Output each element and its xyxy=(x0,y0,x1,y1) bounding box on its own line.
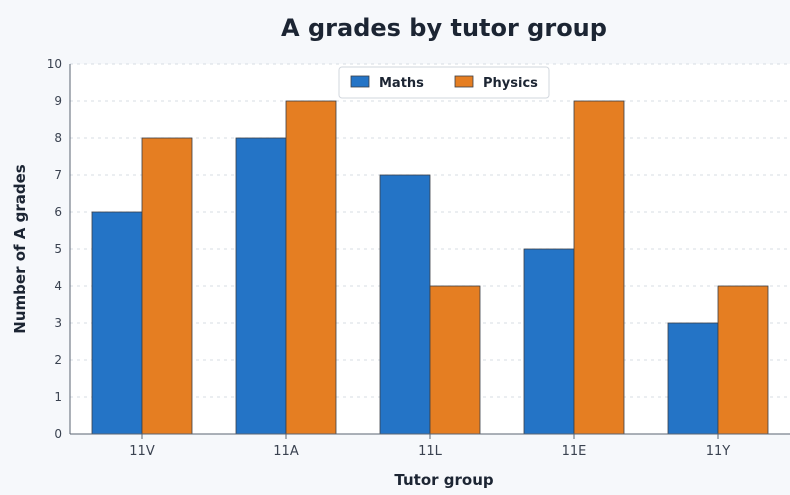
y-axis-ticks: 0 1 2 3 4 5 6 7 8 9 10 xyxy=(47,57,62,441)
x-tick-label: 11E xyxy=(562,444,587,459)
y-tick-label: 9 xyxy=(54,94,62,108)
legend-swatch-physics xyxy=(454,75,474,88)
x-tick-label: 11L xyxy=(418,444,443,459)
bar-maths-11e xyxy=(523,248,575,435)
bar-maths-11l xyxy=(379,174,431,435)
y-tick-label: 8 xyxy=(54,131,62,145)
y-tick-label: 4 xyxy=(54,279,62,293)
y-tick-label: 2 xyxy=(54,353,62,367)
bar-physics-11y xyxy=(717,285,769,435)
chart-title: A grades by tutor group xyxy=(281,14,607,42)
bar-physics-11a xyxy=(285,100,337,435)
bars xyxy=(91,100,769,435)
y-tick-label: 1 xyxy=(54,390,62,404)
bar-maths-11y xyxy=(667,322,719,435)
x-tick-label: 11V xyxy=(129,444,155,459)
bar-maths-11v xyxy=(91,211,143,435)
y-tick-label: 5 xyxy=(54,242,62,256)
y-tick-label: 0 xyxy=(54,427,62,441)
y-tick-label: 7 xyxy=(54,168,62,182)
bar-physics-11l xyxy=(429,285,481,435)
bar-maths-11a xyxy=(235,137,287,435)
y-tick-label: 6 xyxy=(54,205,62,219)
legend-box xyxy=(338,66,550,99)
legend-swatch-maths xyxy=(350,75,370,88)
legend-label-maths: Maths xyxy=(379,76,424,91)
legend: Maths Physics xyxy=(338,66,550,99)
y-axis-title: Number of A grades xyxy=(11,164,29,333)
legend-label-physics: Physics xyxy=(483,76,538,91)
x-tick-label: 11Y xyxy=(706,444,731,459)
bar-physics-11e xyxy=(573,100,625,435)
y-tick-label: 10 xyxy=(47,57,62,71)
bar-physics-11v xyxy=(141,137,193,435)
y-tick-label: 3 xyxy=(54,316,62,330)
x-axis-ticks: 11V 11A 11L 11E 11Y xyxy=(129,434,730,459)
x-axis-title: Tutor group xyxy=(394,471,493,489)
x-tick-label: 11A xyxy=(273,444,299,459)
